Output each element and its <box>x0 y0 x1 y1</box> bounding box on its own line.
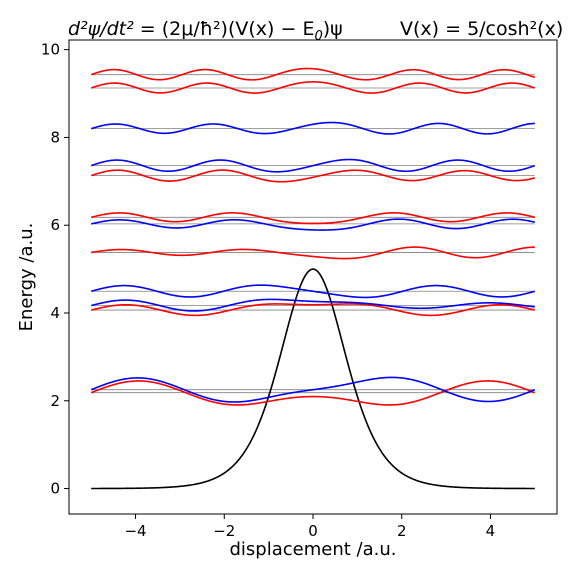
wavefunction-6 <box>91 123 535 134</box>
x-tick-label: 2 <box>397 522 407 540</box>
y-tick-label: 6 <box>50 216 60 234</box>
y-tick-label: 0 <box>50 480 60 498</box>
wavefunction-3 <box>91 213 535 224</box>
wavefunction-2 <box>91 285 535 297</box>
x-axis-label: displacement /a.u. <box>230 539 397 560</box>
wavefunction-4 <box>91 82 535 93</box>
x-tick-label: −4 <box>124 522 146 540</box>
y-tick-label: 4 <box>50 304 60 322</box>
x-tick-label: 0 <box>308 522 318 540</box>
y-axis-label: Energy /a.u. <box>16 223 37 332</box>
y-tick-label: 2 <box>50 392 60 410</box>
wavefunction-7 <box>91 69 535 80</box>
axes-frame <box>69 40 557 514</box>
wavefunction-5 <box>91 219 535 230</box>
wavefunction-5 <box>91 247 535 258</box>
y-tick-label: 8 <box>50 128 60 146</box>
x-tick-label: 4 <box>486 522 496 540</box>
y-tick-label: 10 <box>41 41 60 59</box>
plot-area <box>91 69 535 489</box>
x-tick-label: −2 <box>213 522 235 540</box>
